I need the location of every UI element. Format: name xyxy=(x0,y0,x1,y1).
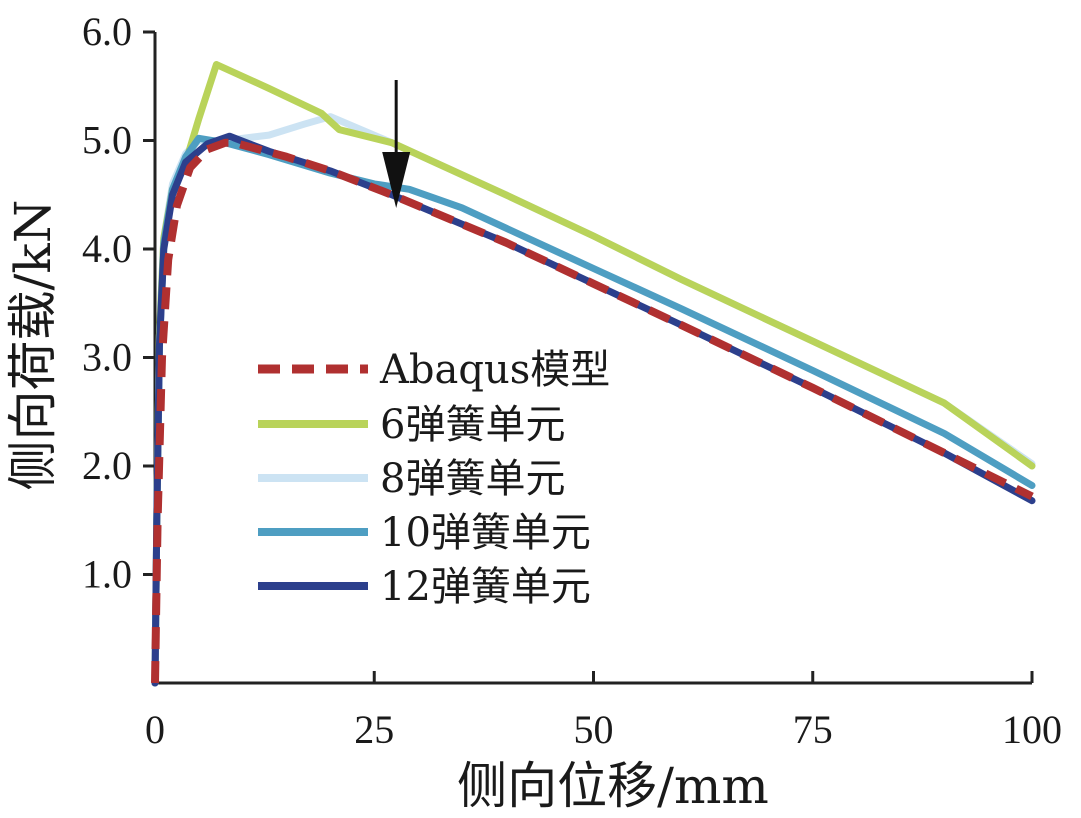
legend-label-3: 8弹簧单元 xyxy=(380,456,565,502)
x-tick-label: 100 xyxy=(1002,707,1062,752)
legend-label-2: 6弹簧单元 xyxy=(380,402,565,448)
legend-label-4: 10弹簧单元 xyxy=(380,510,591,556)
y-tick-label: 3.0 xyxy=(82,335,132,380)
series-layer xyxy=(151,61,1036,687)
y-tick-label: 6.0 xyxy=(82,9,132,54)
legend-label-1: Abaqus模型 xyxy=(379,347,610,393)
legend: Abaqus模型 6弹簧单元 8弹簧单元 10弹簧单元 12弹簧单元 xyxy=(258,347,610,610)
annotation-layer xyxy=(382,80,411,208)
y-tick-label: 5.0 xyxy=(82,118,132,163)
series-line-1 xyxy=(151,138,1034,684)
y-axis-title: 侧向荷载/kN xyxy=(4,200,62,491)
annotation-arrow-head xyxy=(382,152,411,208)
y-tick-label: 4.0 xyxy=(82,226,132,271)
x-tick-label: 50 xyxy=(574,707,614,752)
series-line-3 xyxy=(151,113,1036,687)
x-tick-label: 0 xyxy=(145,707,165,752)
y-tick-label: 1.0 xyxy=(82,552,132,597)
legend-label-5: 12弹簧单元 xyxy=(380,564,591,610)
y-tick-label: 2.0 xyxy=(82,443,132,488)
axes: 1.0 2.0 3.0 4.0 5.0 6.0 0 25 50 75 100 xyxy=(82,9,1062,752)
series-line-4 xyxy=(151,134,1036,687)
x-tick-label: 25 xyxy=(354,707,394,752)
x-axis-title: 侧向位移/mm xyxy=(457,757,769,815)
x-tick-label: 75 xyxy=(793,707,833,752)
